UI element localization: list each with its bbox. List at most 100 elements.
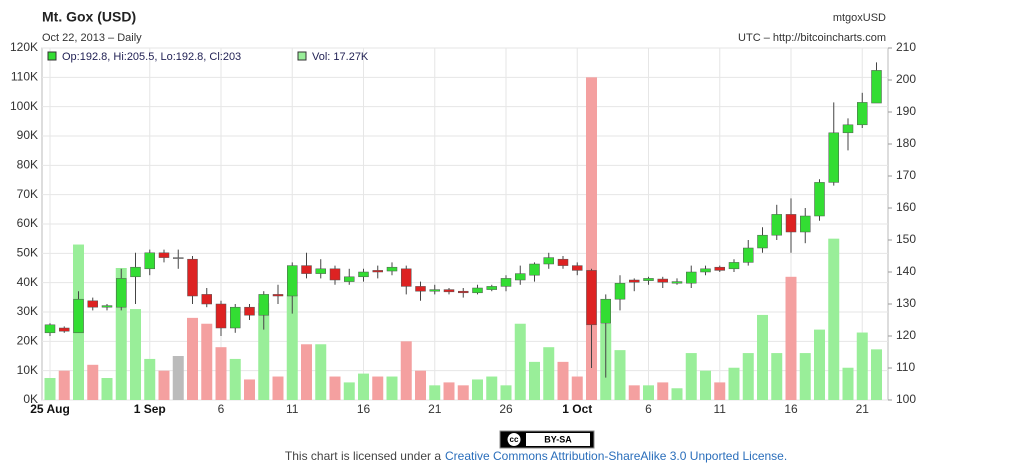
y2-tick-label: 160 bbox=[896, 200, 916, 214]
legend-volume: Vol: 17.27K bbox=[312, 51, 369, 63]
candle-body bbox=[785, 214, 797, 233]
candle-body bbox=[215, 303, 227, 329]
cc-icon: cc bbox=[510, 435, 519, 444]
license-link[interactable]: Creative Commons Attribution-ShareAlike … bbox=[445, 449, 787, 463]
x-tick-label: 1 Sep bbox=[134, 402, 166, 416]
volume-bar bbox=[87, 364, 99, 400]
volume-bar bbox=[799, 353, 811, 400]
candle-body bbox=[529, 263, 540, 276]
candle-body bbox=[429, 289, 440, 292]
volume-bar bbox=[372, 376, 384, 400]
candle-body bbox=[443, 289, 455, 293]
badge-label: BY-SA bbox=[544, 434, 572, 444]
candle-body bbox=[201, 294, 212, 305]
volume-bar bbox=[115, 268, 127, 400]
volume-bar bbox=[301, 344, 312, 400]
volume-bar bbox=[557, 361, 569, 400]
candle-body bbox=[329, 268, 341, 281]
cc-circle bbox=[506, 432, 522, 447]
candle-body bbox=[572, 265, 583, 271]
volume-bar bbox=[201, 323, 213, 400]
candle-body bbox=[44, 324, 56, 334]
candle-body bbox=[686, 271, 697, 284]
volume-bar bbox=[514, 323, 526, 400]
y2-tick-label: 190 bbox=[896, 104, 916, 118]
candle-body bbox=[386, 266, 398, 272]
y-tick-label: 60K bbox=[17, 216, 38, 230]
volume-bar bbox=[856, 332, 868, 400]
volume-bar bbox=[358, 373, 369, 400]
y2-tick-label: 170 bbox=[896, 168, 916, 182]
volume-bar bbox=[814, 329, 825, 400]
candle-body bbox=[59, 327, 70, 332]
volume-bar bbox=[657, 382, 669, 400]
x-tick-label: 25 Aug bbox=[30, 402, 70, 416]
y-tick-label: 30K bbox=[17, 304, 38, 318]
grid bbox=[42, 47, 888, 401]
volume-bar bbox=[229, 358, 241, 400]
volume-bar bbox=[58, 370, 70, 400]
volume-bar bbox=[400, 341, 412, 400]
candle-body bbox=[401, 268, 412, 287]
volume-bar bbox=[785, 276, 797, 400]
candle-body bbox=[700, 268, 711, 273]
y2-tick-label: 180 bbox=[896, 136, 916, 150]
y-tick-label: 120K bbox=[10, 40, 38, 54]
y2-tick-label: 210 bbox=[896, 40, 916, 54]
volume-bar bbox=[44, 378, 56, 400]
price-layer bbox=[44, 62, 882, 378]
y2-tick-label: 130 bbox=[896, 296, 916, 310]
candle-body bbox=[857, 102, 868, 126]
candle-body bbox=[301, 265, 312, 274]
volume-bar bbox=[443, 382, 455, 400]
volume-layer bbox=[44, 77, 882, 400]
chart-subtitle: Oct 22, 2013 – Daily bbox=[42, 32, 142, 44]
footer-text: This chart is licensed under a bbox=[285, 449, 441, 463]
candle-body bbox=[828, 132, 839, 183]
volume-bar bbox=[101, 378, 113, 400]
y2-tick-label: 110 bbox=[896, 360, 915, 374]
volume-bar bbox=[571, 376, 583, 400]
candle-body bbox=[173, 257, 184, 259]
candle-body bbox=[500, 278, 512, 287]
candle-body bbox=[771, 214, 782, 236]
source: UTC – http://bitcoincharts.com bbox=[738, 32, 886, 44]
candle-body bbox=[557, 258, 569, 266]
volume-bar bbox=[258, 303, 270, 400]
candle-body bbox=[614, 282, 626, 300]
candle-body bbox=[486, 286, 497, 290]
candle-body bbox=[458, 290, 469, 294]
y2-tick-label: 140 bbox=[896, 264, 916, 278]
y2-tick-label: 120 bbox=[896, 328, 916, 342]
volume-bar bbox=[586, 77, 597, 400]
volume-bar bbox=[871, 349, 882, 400]
candle-body bbox=[358, 271, 369, 278]
candle-body bbox=[871, 70, 882, 104]
volume-bar bbox=[343, 382, 355, 400]
volume-bar bbox=[685, 353, 697, 400]
y-tick-label: 90K bbox=[17, 128, 38, 142]
legend-price-swatch bbox=[47, 51, 57, 61]
volume-bar bbox=[771, 353, 783, 400]
volume-bar bbox=[700, 370, 711, 400]
candle-body bbox=[415, 286, 426, 292]
candle-body bbox=[714, 266, 725, 271]
x-tick-label: 21 bbox=[428, 402, 442, 416]
volume-bar bbox=[500, 385, 512, 400]
y-tick-label: 0K bbox=[23, 392, 38, 406]
volume-bar bbox=[529, 361, 540, 400]
volume-bar bbox=[714, 382, 726, 400]
y-tick-label: 110K bbox=[11, 70, 38, 84]
candle-body bbox=[258, 294, 269, 316]
volume-bar bbox=[643, 385, 654, 400]
candle-body bbox=[244, 306, 255, 316]
volume-bar bbox=[429, 385, 441, 400]
volume-bar bbox=[828, 238, 840, 400]
candle-body bbox=[743, 247, 754, 263]
candle-body bbox=[230, 306, 241, 329]
candle-body bbox=[344, 276, 355, 282]
x-tick-label: 16 bbox=[357, 402, 371, 416]
volume-bar bbox=[172, 356, 184, 400]
candle-body bbox=[543, 257, 554, 265]
volume-bar bbox=[614, 350, 626, 400]
